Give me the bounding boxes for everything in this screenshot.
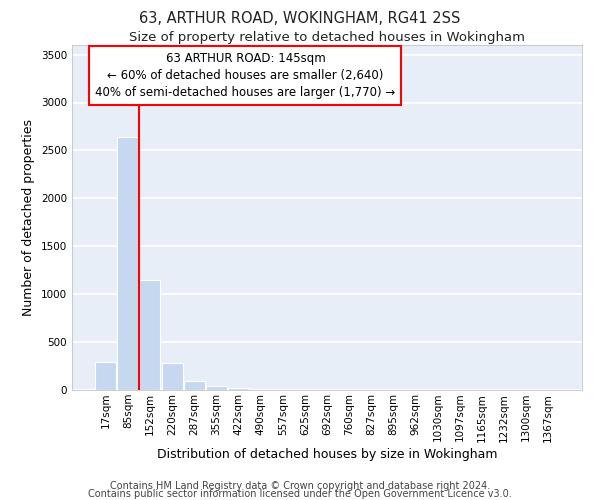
Text: 63 ARTHUR ROAD: 145sqm
← 60% of detached houses are smaller (2,640)
40% of semi-: 63 ARTHUR ROAD: 145sqm ← 60% of detached… [95,52,395,99]
Text: 63, ARTHUR ROAD, WOKINGHAM, RG41 2SS: 63, ARTHUR ROAD, WOKINGHAM, RG41 2SS [139,11,461,26]
Bar [228,388,249,390]
Bar [95,362,116,390]
Bar [118,137,139,390]
Bar [161,362,182,390]
Y-axis label: Number of detached properties: Number of detached properties [22,119,35,316]
Bar [206,386,227,390]
Text: Contains HM Land Registry data © Crown copyright and database right 2024.: Contains HM Land Registry data © Crown c… [110,481,490,491]
Title: Size of property relative to detached houses in Wokingham: Size of property relative to detached ho… [129,31,525,44]
Text: Contains public sector information licensed under the Open Government Licence v3: Contains public sector information licen… [88,489,512,499]
X-axis label: Distribution of detached houses by size in Wokingham: Distribution of detached houses by size … [157,448,497,462]
Bar [184,382,205,390]
Bar [139,280,160,390]
